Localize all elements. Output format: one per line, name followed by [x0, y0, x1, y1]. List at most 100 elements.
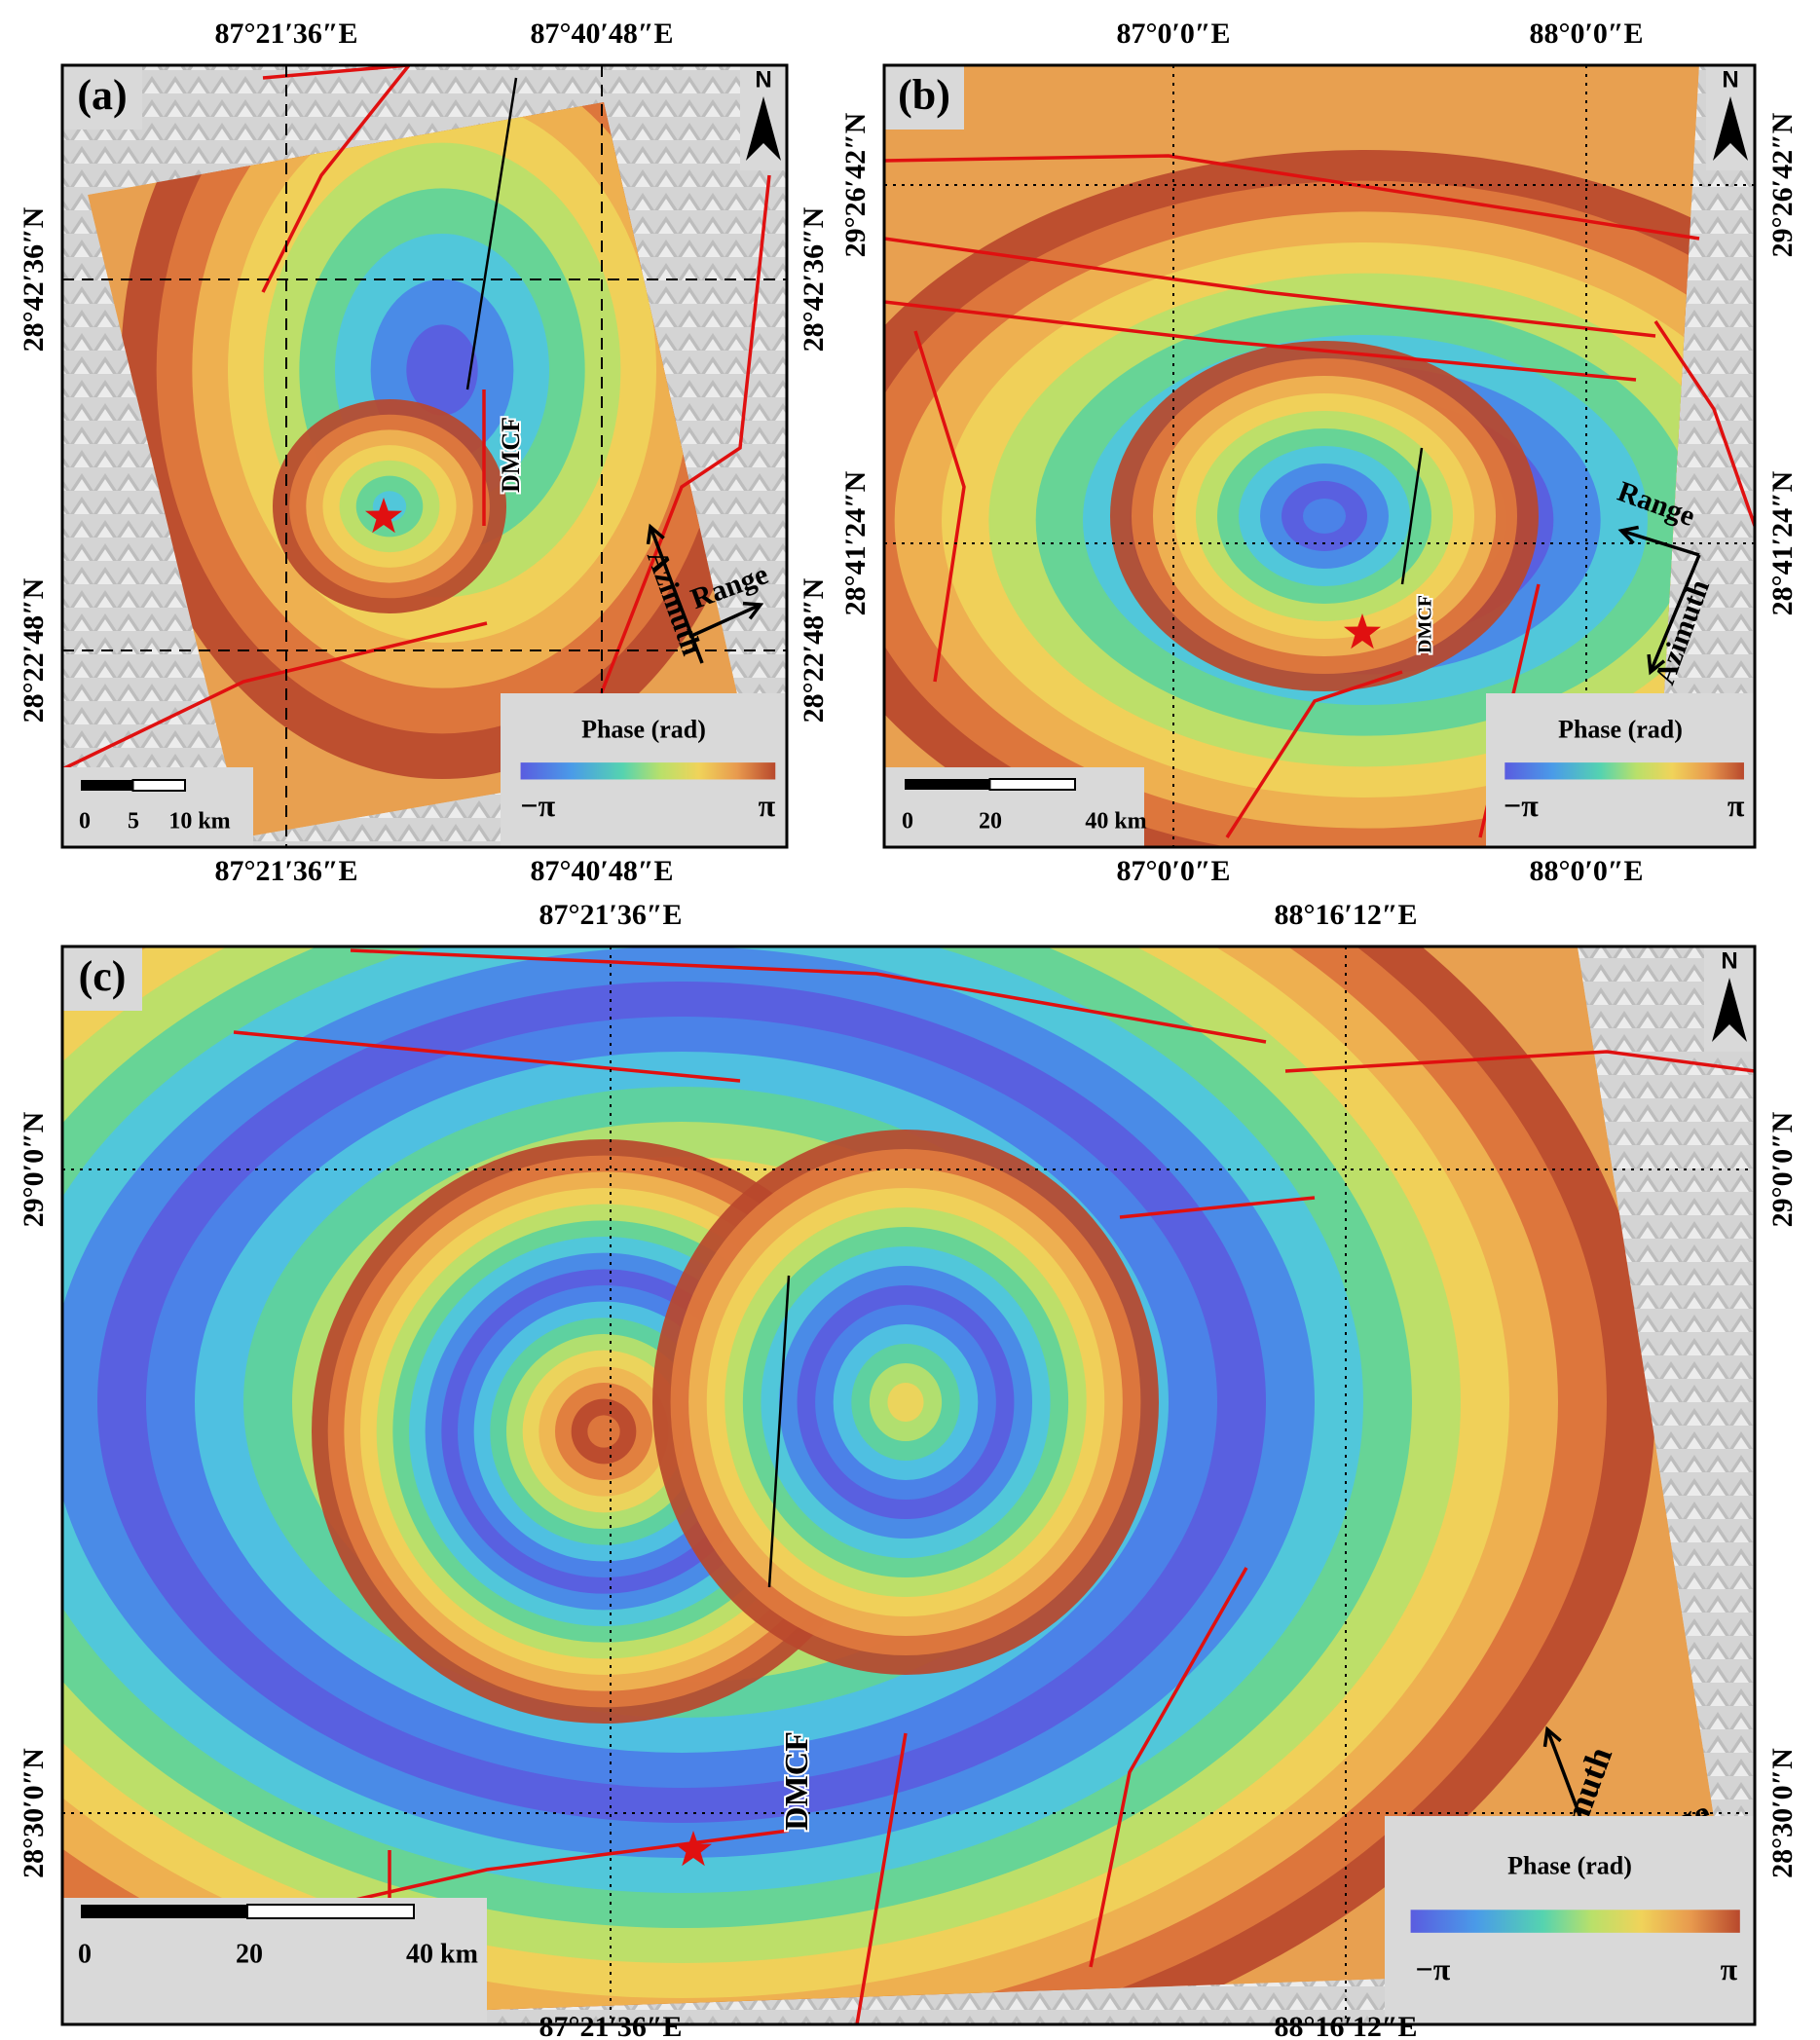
range-arrow	[1620, 529, 1700, 557]
scalebar-white	[246, 1904, 415, 1919]
fault-line	[884, 237, 1656, 338]
lat-tick-label: 28°42′36″N	[18, 206, 50, 352]
panel-frame	[60, 63, 789, 849]
scalebar-black	[81, 1905, 247, 1918]
azimuth-arrow	[1649, 554, 1701, 673]
scalebar-label: 5	[128, 809, 139, 835]
epicenter-star	[365, 498, 402, 534]
azimuth-arrow-head	[1542, 1725, 1562, 1748]
lon-tick-label: 87°40′48″E	[530, 18, 673, 50]
lat-tick-label: 28°41′24″N	[839, 470, 872, 615]
range-arrow-head	[1617, 525, 1639, 545]
rupture-line	[767, 1275, 791, 1588]
scalebar-label: 0	[79, 809, 91, 835]
rupture-line	[1400, 447, 1424, 585]
fault-line	[1089, 1567, 1248, 1968]
north-arrow	[1712, 978, 1747, 1042]
lon-tick-label: 88°16′12″E	[1274, 2011, 1417, 2040]
lon-tick-label: 87°0′0″E	[1116, 18, 1230, 50]
azimuth-arrow-head	[646, 523, 665, 545]
lat-tick-label: 29°0′0″N	[18, 1111, 50, 1227]
legend-title: Phase (rad)	[1507, 1851, 1632, 1879]
epicenter-star	[1344, 613, 1381, 649]
panel-label-box	[884, 65, 964, 130]
legend-title: Phase (rad)	[581, 715, 706, 743]
azimuth-arrow	[649, 526, 704, 664]
scalebar-label: 0	[902, 809, 913, 835]
scalebar-label: 20	[979, 809, 1002, 835]
fault-line	[62, 621, 488, 771]
interferogram	[884, 65, 1699, 847]
fault-line	[1653, 320, 1755, 527]
lat-tick-label: 29°26′42″N	[1766, 112, 1799, 257]
north-label: N	[1721, 947, 1737, 974]
panel-label-box	[62, 65, 142, 130]
panel-label: (b)	[898, 71, 950, 119]
scalebar-label: 40 km	[1085, 809, 1146, 835]
lon-tick-label: 88°0′0″E	[1529, 855, 1643, 887]
azimuth-arrow-head	[1647, 653, 1666, 676]
lon-tick-label: 87°21′36″E	[214, 855, 357, 887]
panel-frame	[882, 63, 1757, 849]
fault-line	[913, 330, 966, 683]
lon-tick-label: 87°21′36″E	[539, 899, 682, 931]
lon-tick-label: 87°0′0″E	[1116, 855, 1230, 887]
fault-line	[233, 1030, 741, 1083]
legend-title: Phase (rad)	[1558, 715, 1683, 743]
range-arrow	[688, 603, 761, 639]
fault-line	[884, 300, 1637, 382]
scalebar-label: 20	[236, 1939, 263, 1969]
scalebar-white	[988, 778, 1076, 791]
lat-tick-label: 28°41′24″N	[1766, 470, 1799, 615]
panel-label: (a)	[77, 71, 127, 119]
scalebar-white	[131, 779, 186, 792]
lon-tick-label: 87°21′36″E	[214, 18, 357, 50]
north-label: N	[1722, 66, 1738, 93]
lat-tick-label: 28°42′36″N	[798, 206, 830, 352]
fault-line	[884, 154, 1700, 241]
fault-line	[1225, 670, 1403, 838]
lon-tick-label: 88°0′0″E	[1529, 18, 1643, 50]
north-label: N	[755, 66, 771, 93]
fringe	[406, 324, 478, 416]
colorbar	[1504, 762, 1744, 780]
colorbar	[1410, 1910, 1740, 1933]
legend-min: −π	[1416, 1951, 1451, 1986]
lon-tick-label: 87°21′36″E	[539, 2011, 682, 2040]
scalebar-label: 0	[78, 1939, 92, 1969]
lat-tick-label: 28°30′0″N	[18, 1748, 50, 1878]
fault-line	[350, 948, 1267, 1044]
fault-label: DMCF	[1415, 595, 1436, 653]
lon-tick-label: 88°16′12″E	[1274, 899, 1417, 931]
fault-label: DMCF	[497, 417, 525, 493]
panel-label-box	[62, 946, 142, 1011]
north-arrow	[746, 96, 781, 161]
colorbar	[520, 762, 776, 780]
scalebar-black	[81, 780, 133, 791]
fault-line	[1284, 1050, 1755, 1073]
scalebar-label: 10 km	[168, 809, 230, 835]
rupture-line	[465, 77, 518, 390]
legend-max: π	[759, 788, 776, 823]
lat-tick-label: 28°22′48″N	[798, 577, 830, 723]
fault-label: DMCF	[779, 1731, 815, 1831]
legend-max: π	[1721, 1951, 1738, 1986]
legend-min: −π	[1504, 788, 1539, 823]
lat-tick-label: 28°30′0″N	[1766, 1748, 1799, 1878]
interferogram	[62, 946, 1733, 2024]
panel-frame	[60, 945, 1757, 2026]
fringe	[1303, 499, 1346, 534]
range-arrow-head	[742, 601, 764, 620]
fault-line	[543, 174, 771, 838]
panel-label: (c)	[79, 952, 127, 1000]
scalebar-label: 40 km	[406, 1939, 478, 1969]
epicenter-star	[675, 1831, 712, 1867]
fringe	[587, 1415, 620, 1448]
